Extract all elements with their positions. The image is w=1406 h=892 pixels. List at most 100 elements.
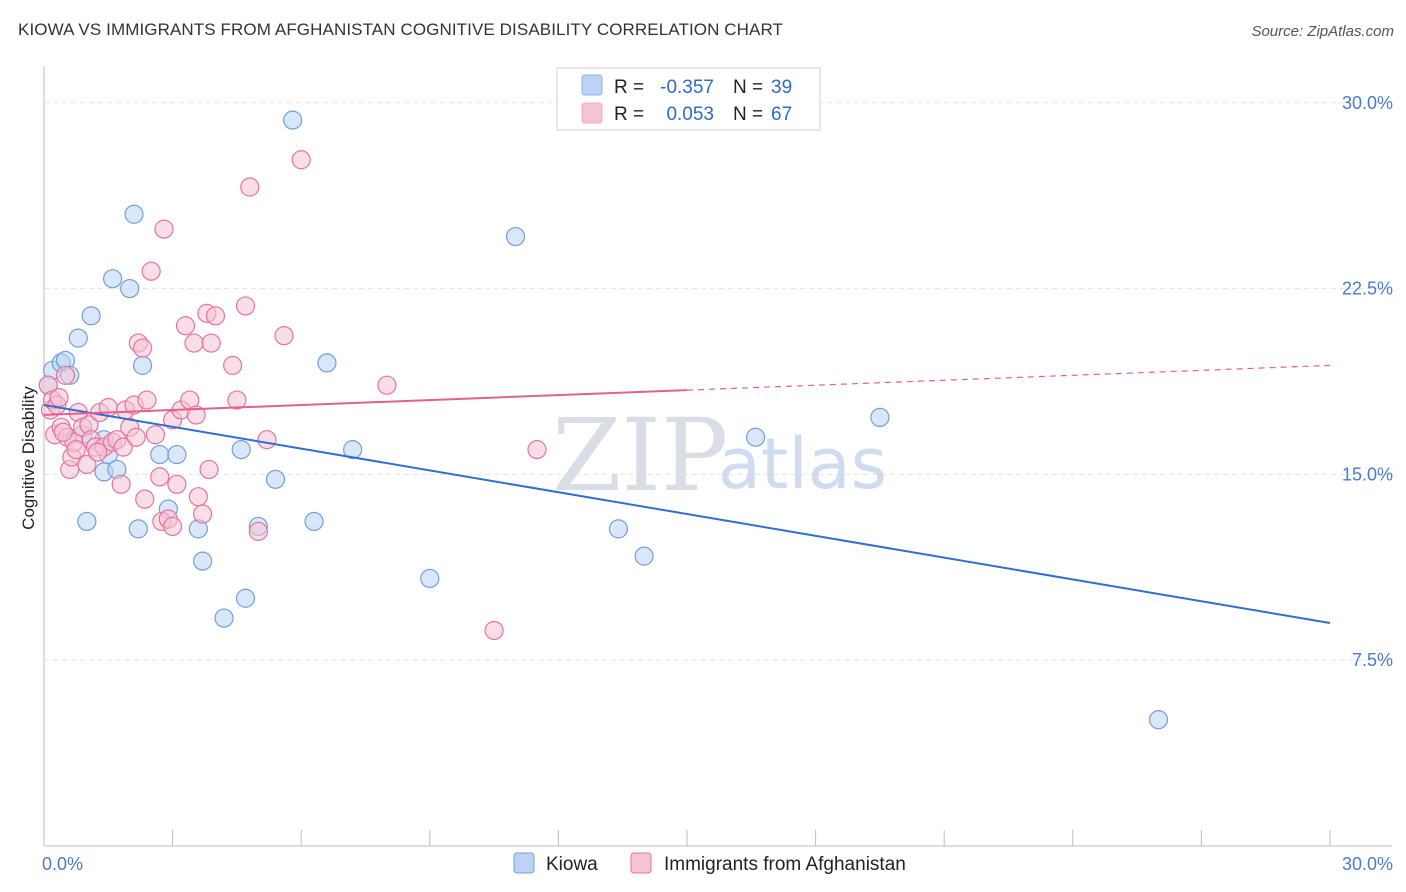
afghanistan-point bbox=[145, 425, 166, 445]
afghanistan-point bbox=[135, 489, 155, 509]
kiowa-point bbox=[68, 328, 88, 348]
afghanistan-point bbox=[199, 459, 219, 480]
afghanistan-point bbox=[527, 440, 547, 460]
trend-lines bbox=[43, 364, 1331, 625]
stat-n-value-kiowa: 39 bbox=[771, 77, 792, 98]
x-tick-labels: 0.0% 30.0% bbox=[42, 854, 1393, 874]
stat-r-label: R = bbox=[614, 77, 644, 98]
afghanistan-point bbox=[132, 338, 153, 358]
chart-title: KIOWA VS IMMIGRANTS FROM AFGHANISTAN COG… bbox=[18, 20, 784, 39]
kiowa-point bbox=[608, 519, 629, 539]
afghanistan-point bbox=[175, 316, 196, 336]
stat-n-value-afghanistan: 67 bbox=[771, 104, 792, 125]
afghanistan-point bbox=[111, 474, 131, 494]
legend: Kiowa Immigrants from Afghanistan bbox=[513, 852, 906, 875]
watermark-zip: ZIP bbox=[552, 397, 728, 514]
y-tick-label: 7.5% bbox=[1352, 650, 1393, 670]
afghanistan-point bbox=[484, 620, 504, 641]
stat-n-label: N = bbox=[733, 77, 763, 98]
afghanistan-point bbox=[186, 405, 206, 425]
trend-line-afghanistan-extension bbox=[686, 364, 1331, 391]
kiowa-point bbox=[1148, 710, 1169, 730]
kiowa-point bbox=[505, 226, 526, 247]
legend-label-kiowa: Kiowa bbox=[546, 854, 598, 875]
y-tick-label: 30.0% bbox=[1342, 93, 1393, 113]
kiowa-point bbox=[128, 519, 148, 539]
watermark-atlas: atlas bbox=[718, 423, 887, 505]
afghanistan-point bbox=[240, 177, 260, 197]
afghanistan-point bbox=[257, 430, 277, 450]
kiowa-point bbox=[193, 551, 213, 571]
x-tick-label-min: 0.0% bbox=[42, 854, 83, 874]
stat-r-value-afghanistan: 0.053 bbox=[666, 104, 714, 125]
kiowa-point bbox=[77, 511, 97, 532]
afghanistan-point bbox=[66, 440, 86, 460]
legend-label-afghanistan: Immigrants from Afghanistan bbox=[664, 854, 906, 875]
axes bbox=[43, 66, 1392, 847]
stat-r-label: R = bbox=[614, 104, 644, 125]
stat-swatch-kiowa bbox=[581, 74, 603, 96]
afghanistan-point bbox=[274, 326, 294, 346]
afghanistan-point bbox=[49, 387, 69, 408]
afghanistan-point bbox=[163, 516, 183, 537]
legend-swatch-kiowa bbox=[513, 852, 535, 874]
kiowa-point bbox=[235, 588, 256, 608]
kiowa-point bbox=[124, 204, 144, 224]
afghanistan-point bbox=[227, 390, 247, 410]
afghanistan-point bbox=[77, 454, 97, 475]
stat-n-label: N = bbox=[733, 104, 763, 125]
watermark: ZIP atlas bbox=[552, 397, 887, 514]
kiowa-point bbox=[745, 427, 766, 447]
afghanistan-point bbox=[137, 390, 157, 410]
afghanistan-point bbox=[87, 442, 108, 462]
kiowa-point bbox=[634, 546, 654, 566]
kiowa-point bbox=[420, 568, 440, 589]
afghanistan-point bbox=[188, 487, 208, 507]
kiowa-point bbox=[343, 440, 363, 460]
legend-swatch-afghanistan bbox=[630, 852, 652, 874]
afghanistan-point bbox=[193, 504, 213, 524]
kiowa-point bbox=[102, 269, 123, 289]
stat-r-value-kiowa: -0.357 bbox=[660, 77, 714, 98]
afghanistan-point bbox=[53, 422, 73, 442]
kiowa-point bbox=[120, 278, 140, 299]
afghanistan-point bbox=[98, 397, 118, 418]
afghanistan-point bbox=[248, 521, 268, 541]
kiowa-point bbox=[214, 608, 234, 628]
stat-swatch-afghanistan bbox=[581, 102, 603, 124]
trend-line-kiowa bbox=[43, 404, 1331, 625]
y-tick-label: 22.5% bbox=[1342, 279, 1393, 299]
afghanistan-point bbox=[184, 333, 204, 353]
afghanistan-point bbox=[377, 375, 397, 395]
series-afghanistan-points bbox=[38, 150, 547, 641]
y-tick-labels: 7.5% 15.0% 22.5% 30.0% bbox=[1342, 93, 1393, 670]
afghanistan-point bbox=[167, 474, 187, 494]
afghanistan-point bbox=[141, 261, 161, 281]
y-tick-label: 15.0% bbox=[1342, 464, 1393, 484]
afghanistan-point bbox=[223, 355, 243, 375]
kiowa-point bbox=[265, 469, 286, 489]
kiowa-point bbox=[150, 444, 170, 465]
source-credit: Source: ZipAtlas.com bbox=[1251, 23, 1394, 40]
stats-box: R = -0.357 N = 39 R = 0.053 N = 67 bbox=[556, 67, 821, 131]
trend-line-afghanistan bbox=[43, 389, 688, 416]
afghanistan-point bbox=[150, 467, 170, 487]
afghanistan-point bbox=[291, 150, 311, 170]
kiowa-point bbox=[167, 444, 187, 465]
kiowa-point bbox=[317, 353, 337, 373]
x-tick-label-max: 30.0% bbox=[1342, 854, 1393, 874]
afghanistan-point bbox=[205, 306, 226, 326]
afghanistan-point bbox=[55, 365, 76, 385]
kiowa-point bbox=[231, 440, 251, 460]
afghanistan-point bbox=[113, 437, 133, 457]
kiowa-point bbox=[132, 355, 153, 375]
afghanistan-point bbox=[126, 427, 146, 447]
afghanistan-point bbox=[154, 219, 174, 239]
afghanistan-point bbox=[235, 296, 256, 316]
kiowa-point bbox=[304, 511, 324, 532]
kiowa-point bbox=[81, 306, 101, 326]
afghanistan-point bbox=[201, 333, 221, 353]
y-axis-label: Cognitive Disability bbox=[19, 386, 38, 530]
kiowa-point bbox=[870, 407, 890, 428]
